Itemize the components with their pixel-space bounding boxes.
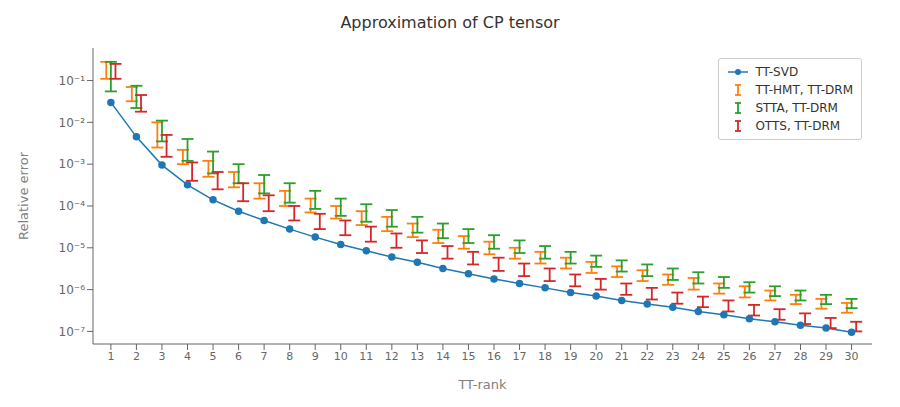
svg-text:2: 2: [133, 350, 140, 363]
svg-text:23: 23: [666, 350, 680, 363]
svg-text:28: 28: [793, 350, 807, 363]
svg-text:10⁻⁶: 10⁻⁶: [59, 283, 86, 297]
svg-text:30: 30: [845, 350, 859, 363]
html-text:Approximation of CP tensor: Approximation of CP tensor: [340, 13, 560, 32]
svg-text:4: 4: [184, 350, 191, 363]
svg-text:8: 8: [286, 350, 293, 363]
svg-text:Relative error: Relative error: [16, 151, 31, 240]
svg-text:27: 27: [768, 350, 782, 363]
svg-text:17: 17: [513, 350, 527, 363]
html-text:OTTS, TT-DRM: OTTS, TT-DRM: [755, 119, 841, 133]
svg-text:29: 29: [819, 350, 833, 363]
svg-text:10⁻¹: 10⁻¹: [59, 74, 86, 88]
svg-text:16: 16: [487, 350, 501, 363]
svg-text:10: 10: [334, 350, 348, 363]
html-text:TT-SVD: TT-SVD: [755, 65, 799, 79]
svg-text:10⁻⁴: 10⁻⁴: [59, 199, 86, 213]
svg-text:12: 12: [385, 350, 399, 363]
svg-text:19: 19: [564, 350, 578, 363]
svg-text:5: 5: [210, 350, 217, 363]
svg-text:25: 25: [717, 350, 731, 363]
svg-text:14: 14: [436, 350, 450, 363]
html-text:TT-HMT, TT-DRM: TT-HMT, TT-DRM: [755, 83, 853, 97]
svg-text:21: 21: [615, 350, 629, 363]
svg-text:22: 22: [640, 350, 654, 363]
svg-text:TT-rank: TT-rank: [457, 377, 507, 392]
svg-text:18: 18: [538, 350, 552, 363]
svg-text:10⁻⁵: 10⁻⁵: [59, 241, 86, 255]
svg-text:26: 26: [742, 350, 756, 363]
svg-text:3: 3: [158, 350, 165, 363]
svg-text:6: 6: [235, 350, 242, 363]
svg-text:13: 13: [410, 350, 424, 363]
svg-text:10⁻⁷: 10⁻⁷: [59, 325, 86, 339]
svg-text:11: 11: [359, 350, 373, 363]
svg-text:15: 15: [461, 350, 475, 363]
svg-text:1: 1: [107, 350, 114, 363]
svg-text:7: 7: [261, 350, 268, 363]
svg-text:10⁻³: 10⁻³: [59, 157, 86, 171]
svg-text:24: 24: [691, 350, 705, 363]
svg-text:10⁻²: 10⁻²: [59, 116, 86, 130]
html-text:STTA, TT-DRM: STTA, TT-DRM: [755, 101, 838, 115]
svg-text:20: 20: [589, 350, 603, 363]
svg-text:9: 9: [312, 350, 319, 363]
